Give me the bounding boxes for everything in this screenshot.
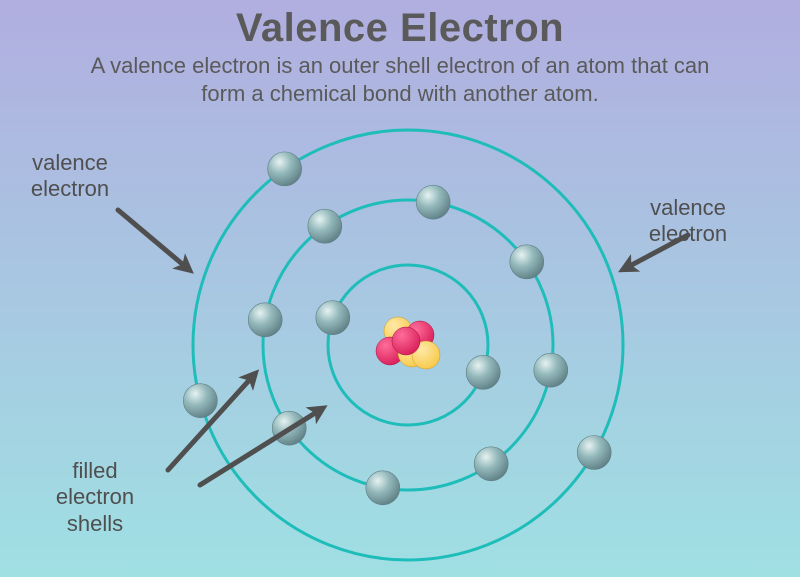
- inner-electron: [534, 353, 568, 387]
- inner-electron: [308, 209, 342, 243]
- valence-electron: [577, 436, 611, 470]
- inner-electron: [366, 471, 400, 505]
- valence-electron: [183, 384, 217, 418]
- nucleus: [376, 317, 440, 369]
- callout-arrow: [118, 210, 187, 268]
- label-valence-right: valence electron: [628, 195, 748, 248]
- inner-electron: [316, 301, 350, 335]
- valence-electron: [268, 152, 302, 186]
- inner-electron: [466, 355, 500, 389]
- inner-electron: [248, 303, 282, 337]
- inner-electron: [474, 447, 508, 481]
- label-valence-left: valence electron: [10, 150, 130, 203]
- nucleus-particle-proton: [392, 327, 420, 355]
- inner-electron: [510, 245, 544, 279]
- label-filled-shells: filled electron shells: [35, 458, 155, 537]
- inner-electron: [416, 185, 450, 219]
